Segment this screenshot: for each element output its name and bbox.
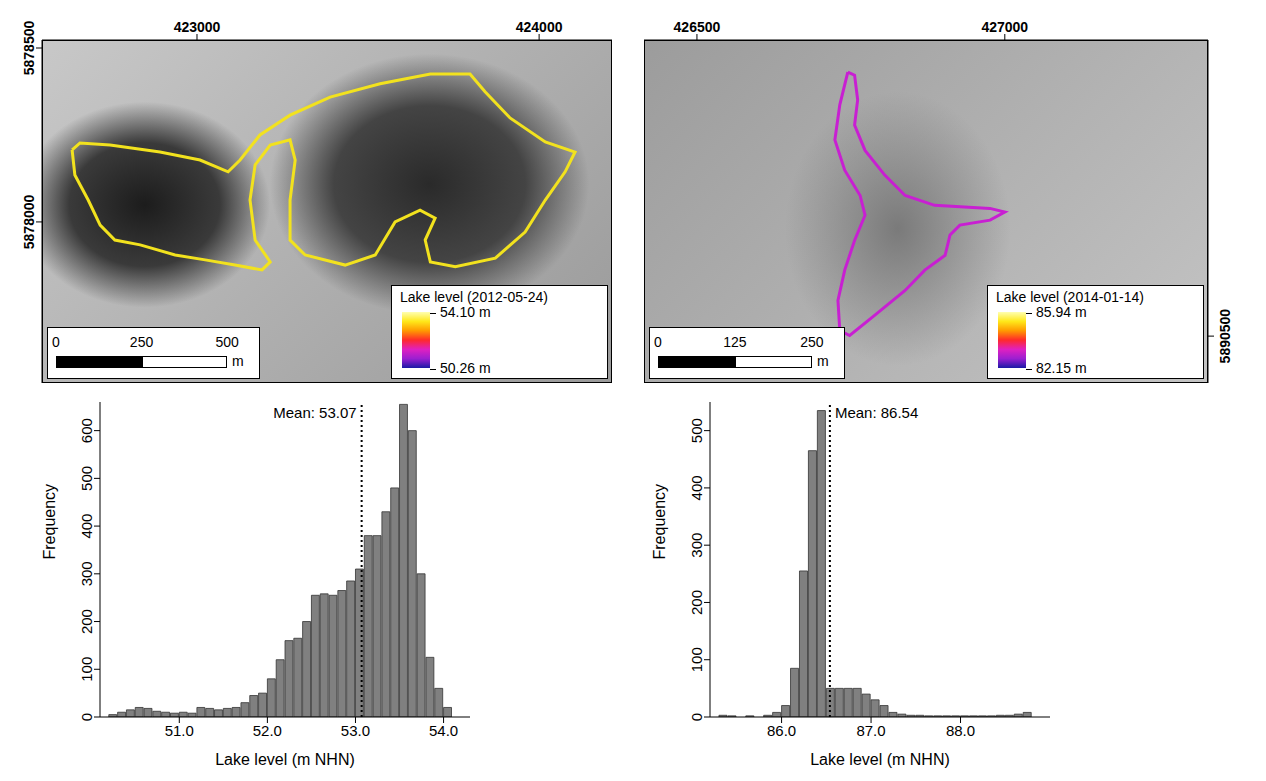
svg-text:88.0: 88.0 bbox=[946, 722, 975, 739]
html-text:250: 250 bbox=[129, 334, 154, 350]
html-text:m: m bbox=[816, 353, 829, 369]
svg-text:Frequency: Frequency bbox=[41, 484, 58, 560]
svg-text:Frequency: Frequency bbox=[651, 484, 668, 560]
svg-text:400: 400 bbox=[78, 514, 95, 539]
svg-text:54.0: 54.0 bbox=[429, 722, 458, 739]
svg-text:200: 200 bbox=[78, 609, 95, 634]
svg-text:300: 300 bbox=[688, 533, 705, 558]
svg-text:200: 200 bbox=[688, 590, 705, 615]
svg-text:Lake level (m NHN): Lake level (m NHN) bbox=[215, 751, 355, 768]
svg-text:426500: 426500 bbox=[674, 19, 721, 35]
svg-text:53.0: 53.0 bbox=[341, 722, 370, 739]
svg-text:87.0: 87.0 bbox=[856, 722, 885, 739]
svg-text:86.0: 86.0 bbox=[767, 722, 796, 739]
svg-text:424000: 424000 bbox=[516, 19, 563, 35]
svg-text:0: 0 bbox=[78, 713, 95, 721]
svg-text:600: 600 bbox=[78, 418, 95, 443]
svg-text:0: 0 bbox=[688, 713, 705, 721]
html-text:0: 0 bbox=[52, 334, 60, 350]
html-text:50.26 m: 50.26 m bbox=[440, 360, 491, 376]
html-text:85.94 m: 85.94 m bbox=[1036, 304, 1087, 320]
html-text:54.10 m: 54.10 m bbox=[440, 304, 491, 320]
svg-text:52.0: 52.0 bbox=[253, 722, 282, 739]
svg-text:Mean: 53.07: Mean: 53.07 bbox=[273, 404, 356, 421]
html-text:0: 0 bbox=[654, 334, 662, 350]
svg-text:300: 300 bbox=[78, 561, 95, 586]
svg-text:5890500: 5890500 bbox=[1217, 309, 1233, 364]
svg-text:100: 100 bbox=[688, 647, 705, 672]
html-text:Lake level (2012-05-24): Lake level (2012-05-24) bbox=[400, 289, 548, 305]
svg-text:51.0: 51.0 bbox=[165, 722, 194, 739]
html-text:500: 500 bbox=[215, 334, 239, 350]
svg-text:400: 400 bbox=[688, 475, 705, 500]
html-text:125: 125 bbox=[723, 334, 747, 350]
svg-text:Mean: 86.54: Mean: 86.54 bbox=[835, 404, 918, 421]
svg-text:5878500: 5878500 bbox=[21, 21, 37, 76]
html-text:82.15 m: 82.15 m bbox=[1036, 360, 1087, 376]
svg-text:500: 500 bbox=[78, 466, 95, 491]
html-text:Lake level (2014-01-14): Lake level (2014-01-14) bbox=[996, 289, 1144, 305]
svg-text:500: 500 bbox=[688, 418, 705, 443]
html-text:250: 250 bbox=[800, 334, 824, 350]
html-text:m: m bbox=[232, 353, 244, 369]
svg-text:100: 100 bbox=[78, 657, 95, 682]
svg-text:5878000: 5878000 bbox=[21, 194, 37, 249]
svg-text:427000: 427000 bbox=[981, 19, 1028, 35]
svg-text:423000: 423000 bbox=[174, 19, 221, 35]
svg-text:Lake level (m NHN): Lake level (m NHN) bbox=[810, 751, 950, 768]
